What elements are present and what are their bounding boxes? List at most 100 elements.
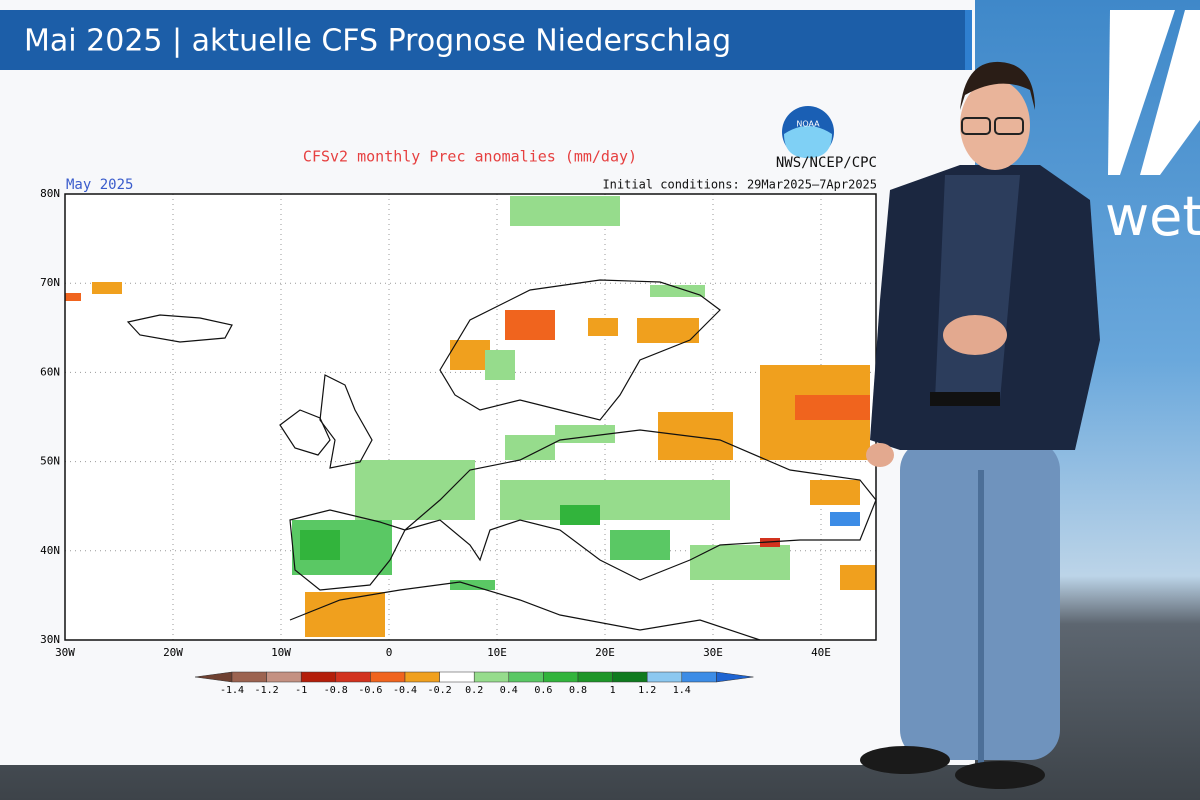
dry-patch [810,480,860,505]
colorbar-label: 0.8 [569,685,587,696]
colorbar-segment [508,671,544,683]
colorbar-segment [612,671,648,683]
colorbar-segment [404,671,440,683]
presenter-jeans-seam [978,470,984,770]
colorbar-segment [473,671,510,683]
dry-patch [450,340,490,370]
great-britain [319,374,373,469]
iceland [126,314,233,343]
header-bar [0,10,972,70]
colorbar-segment [335,671,371,683]
lon-label: 30E [703,646,723,659]
presenter-shoe [955,761,1045,789]
lat-label: 80N [40,187,60,200]
header-title: Mai 2025 | aktuelle CFS Prognose Nieders… [24,24,731,59]
header-edge [965,10,972,70]
lat-label: 50N [40,455,60,468]
colorbar-segment [439,671,475,683]
wet-patch [610,530,670,560]
colorbar-label: -0.2 [428,685,452,696]
lon-label: 10E [487,646,507,659]
lat-label: 30N [40,633,60,646]
colorbar-label: -0.8 [324,685,348,696]
dry-patch [65,293,81,301]
colorbar-segment [681,671,717,683]
map-source: NWS/NCEP/CPC [776,155,877,171]
colorbar-label: 1 [610,685,616,696]
colorbar-segment [300,671,337,683]
north-africa [289,581,761,641]
noaa-logo-text: NOAA [796,120,820,129]
colorbar-label: -1 [295,685,307,696]
lat-label: 70N [40,276,60,289]
colorbar-label: -1.4 [220,685,244,696]
colorbar-segment [266,671,302,683]
wet-patch [485,350,515,380]
presenter-hair [960,61,1035,110]
lon-label: 30W [55,646,75,659]
lon-label: 20W [163,646,183,659]
wet-patch [650,285,705,297]
wet-patch [690,545,790,580]
colorbar-segment [370,671,406,683]
colorbar-label: 1.2 [638,685,656,696]
wet-patch [300,530,340,560]
map-month: May 2025 [66,177,133,193]
scandinavia [439,279,721,421]
colorbar-segment [543,671,579,683]
presenter-hand [866,443,894,467]
colorbar-segment [646,671,683,683]
lon-label: 10W [271,646,291,659]
dry-patch [760,538,780,547]
presenter-belt [930,392,1000,406]
dry-patch [637,318,699,343]
logo-mark [1140,10,1200,175]
colorbar-label: 0.6 [534,685,552,696]
dry-patch [795,395,870,420]
wet-patch [560,505,600,525]
wet-patch [355,460,475,520]
wet-patch [505,435,555,460]
wet-patch [500,480,730,520]
lon-label: 40E [811,646,831,659]
continental-europe [404,429,877,581]
coastlines [126,279,877,641]
colorbar-segment [231,671,267,683]
wet-patch [830,512,860,526]
map-title: CFSv2 monthly Prec anomalies (mm/day) [303,148,637,166]
colorbar: -1.4 -1.2 -1 -0.8 -0.6 -0.4 -0.2 0.2 0.4 0.6 0.8 1 1… [194,671,754,696]
colorbar-label: 0.2 [465,685,483,696]
colorbar-label: 0.4 [500,685,518,696]
colorbar-label: -0.6 [358,685,382,696]
presenter-glasses [961,117,991,135]
noaa-logo-wave [784,126,832,158]
wet-patch [510,196,620,226]
logo-mark [1108,10,1175,175]
presenter-shoe [860,746,950,774]
lat-label: 60N [40,365,60,378]
dry-patch [505,310,555,340]
dry-patch [92,282,122,294]
colorbar-label: -1.2 [255,685,279,696]
dry-patch [840,565,876,590]
presenter [860,61,1100,789]
dry-patch [658,412,733,460]
dry-patch [588,318,618,336]
anomaly-patches [65,196,876,637]
iberia [289,509,406,591]
presenter-glasses [994,117,1024,135]
lat-label: 40N [40,544,60,557]
logo-text: wet [1105,185,1200,248]
lon-label: 0 [386,646,393,659]
wet-patch [450,580,495,590]
ireland [279,409,331,456]
lon-label: 20E [595,646,615,659]
initial-conditions: Initial conditions: 29Mar2025–7Apr2025 [602,178,877,192]
presenter-hand [943,315,1007,355]
colorbar-label: -0.4 [393,685,417,696]
colorbar-arrow [716,671,754,683]
colorbar-segment [577,671,613,683]
